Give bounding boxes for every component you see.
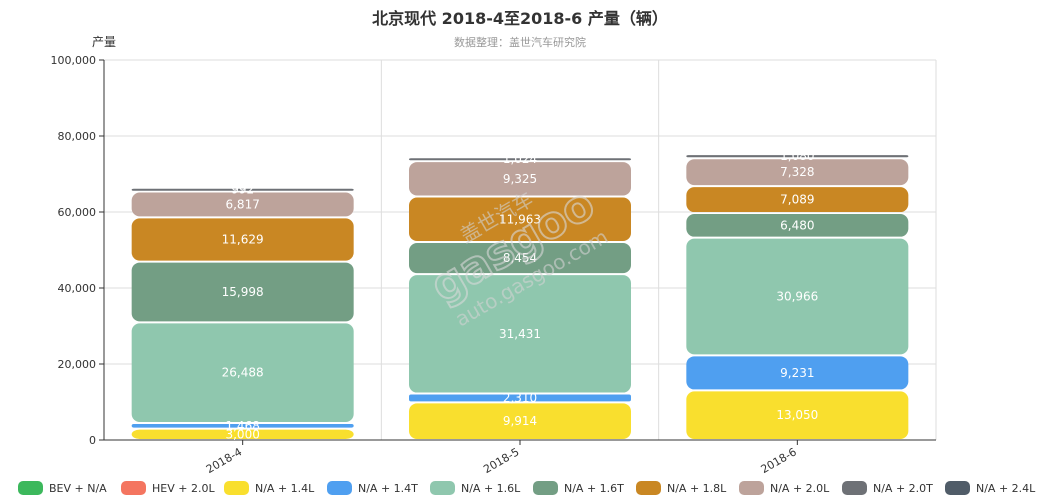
chart-title: 北京现代 2018-4至2018-6 产量（辆） (372, 9, 668, 28)
bar-segment (686, 159, 909, 186)
legend-swatch (842, 481, 867, 495)
bar-segment (409, 158, 631, 161)
bar-segment (686, 155, 909, 158)
chart-subtitle: 数据整理：盖世汽车研究院 (454, 35, 586, 49)
x-axis-ticks: 2018-4 2018-5 2018-6 (204, 440, 799, 476)
bar-segment (131, 192, 354, 217)
bar-segment (131, 429, 354, 439)
bar-segment (409, 394, 631, 402)
bar-segment (686, 356, 909, 390)
legend-label: N/A + 2.4L (976, 482, 1036, 495)
data-label: 11,963 (499, 212, 541, 226)
y-tick-label: 40,000 (58, 282, 97, 295)
data-label: 9,914 (503, 414, 537, 428)
legend-label: HEV + 2.0L (152, 482, 215, 495)
data-label: 1,080 (780, 149, 814, 163)
watermark: gasgoo 盖世汽车 auto.gasgoo.com (421, 178, 612, 332)
bar-segment (686, 187, 909, 213)
data-label: 3,000 (225, 427, 259, 441)
data-label: 992 (231, 183, 254, 197)
y-axis-ticks: 0 20,000 40,000 60,000 80,000 100,000 (51, 54, 104, 447)
legend-swatch (430, 481, 455, 495)
legend-swatch (224, 481, 249, 495)
legend-swatch (945, 481, 970, 495)
bar-segments (131, 155, 909, 439)
bar-segment (131, 323, 354, 423)
legend-swatch (533, 481, 558, 495)
y-tick-label: 20,000 (58, 358, 97, 371)
y-axis-label: 产量 (92, 35, 116, 49)
data-label: 7,089 (780, 193, 814, 207)
data-label: 6,480 (780, 218, 814, 232)
bar-segment (409, 242, 631, 274)
bar-segment (409, 275, 631, 393)
data-label: 7,328 (780, 165, 814, 179)
bar-segment (409, 162, 631, 196)
bar-segment (409, 403, 631, 439)
bar-segment (686, 391, 909, 439)
legend-label: N/A + 2.0T (873, 482, 933, 495)
legend-label: N/A + 1.6L (461, 482, 521, 495)
x-tick-label: 2018-4 (204, 445, 244, 476)
data-label: 30,966 (776, 289, 818, 303)
data-label: 8,454 (503, 251, 537, 265)
bar-segment (131, 262, 354, 322)
legend-swatch (636, 481, 661, 495)
bar-segment (131, 424, 354, 428)
data-label: 9,231 (780, 366, 814, 380)
data-label: 15,998 (222, 285, 264, 299)
data-label: 31,431 (499, 327, 541, 341)
data-label: 1,468 (225, 419, 259, 433)
legend-label: N/A + 1.6T (564, 482, 624, 495)
bar-segment (686, 238, 909, 355)
data-label: 13,050 (776, 408, 818, 422)
legend-swatch (121, 481, 146, 495)
legend: BEV + N/A HEV + 2.0L N/A + 1.4L N/A + 1.4T N… (18, 481, 1036, 495)
bar-segment (131, 218, 354, 261)
bar-segment (409, 197, 631, 241)
data-label: 11,629 (222, 232, 264, 246)
data-label: 2,310 (503, 391, 537, 405)
bar-segment (686, 214, 909, 237)
legend-label: N/A + 2.0L (770, 482, 830, 495)
x-tick-label: 2018-5 (481, 445, 521, 476)
data-label: 6,817 (225, 197, 259, 211)
legend-label: N/A + 1.4L (255, 482, 315, 495)
y-tick-label: 100,000 (51, 54, 97, 67)
data-label: 9,325 (503, 172, 537, 186)
legend-label: BEV + N/A (49, 482, 107, 495)
x-tick-label: 2018-6 (759, 445, 799, 476)
data-label: 1,024 (503, 152, 537, 166)
legend-swatch (739, 481, 764, 495)
y-tick-label: 80,000 (58, 130, 97, 143)
y-tick-label: 0 (89, 434, 96, 447)
legend-label: N/A + 1.8L (667, 482, 727, 495)
legend-swatch (327, 481, 352, 495)
bar-segment (131, 188, 354, 191)
legend-swatch (18, 481, 43, 495)
y-tick-label: 60,000 (58, 206, 97, 219)
data-label: 26,488 (222, 366, 264, 380)
legend-label: N/A + 1.4T (358, 482, 418, 495)
